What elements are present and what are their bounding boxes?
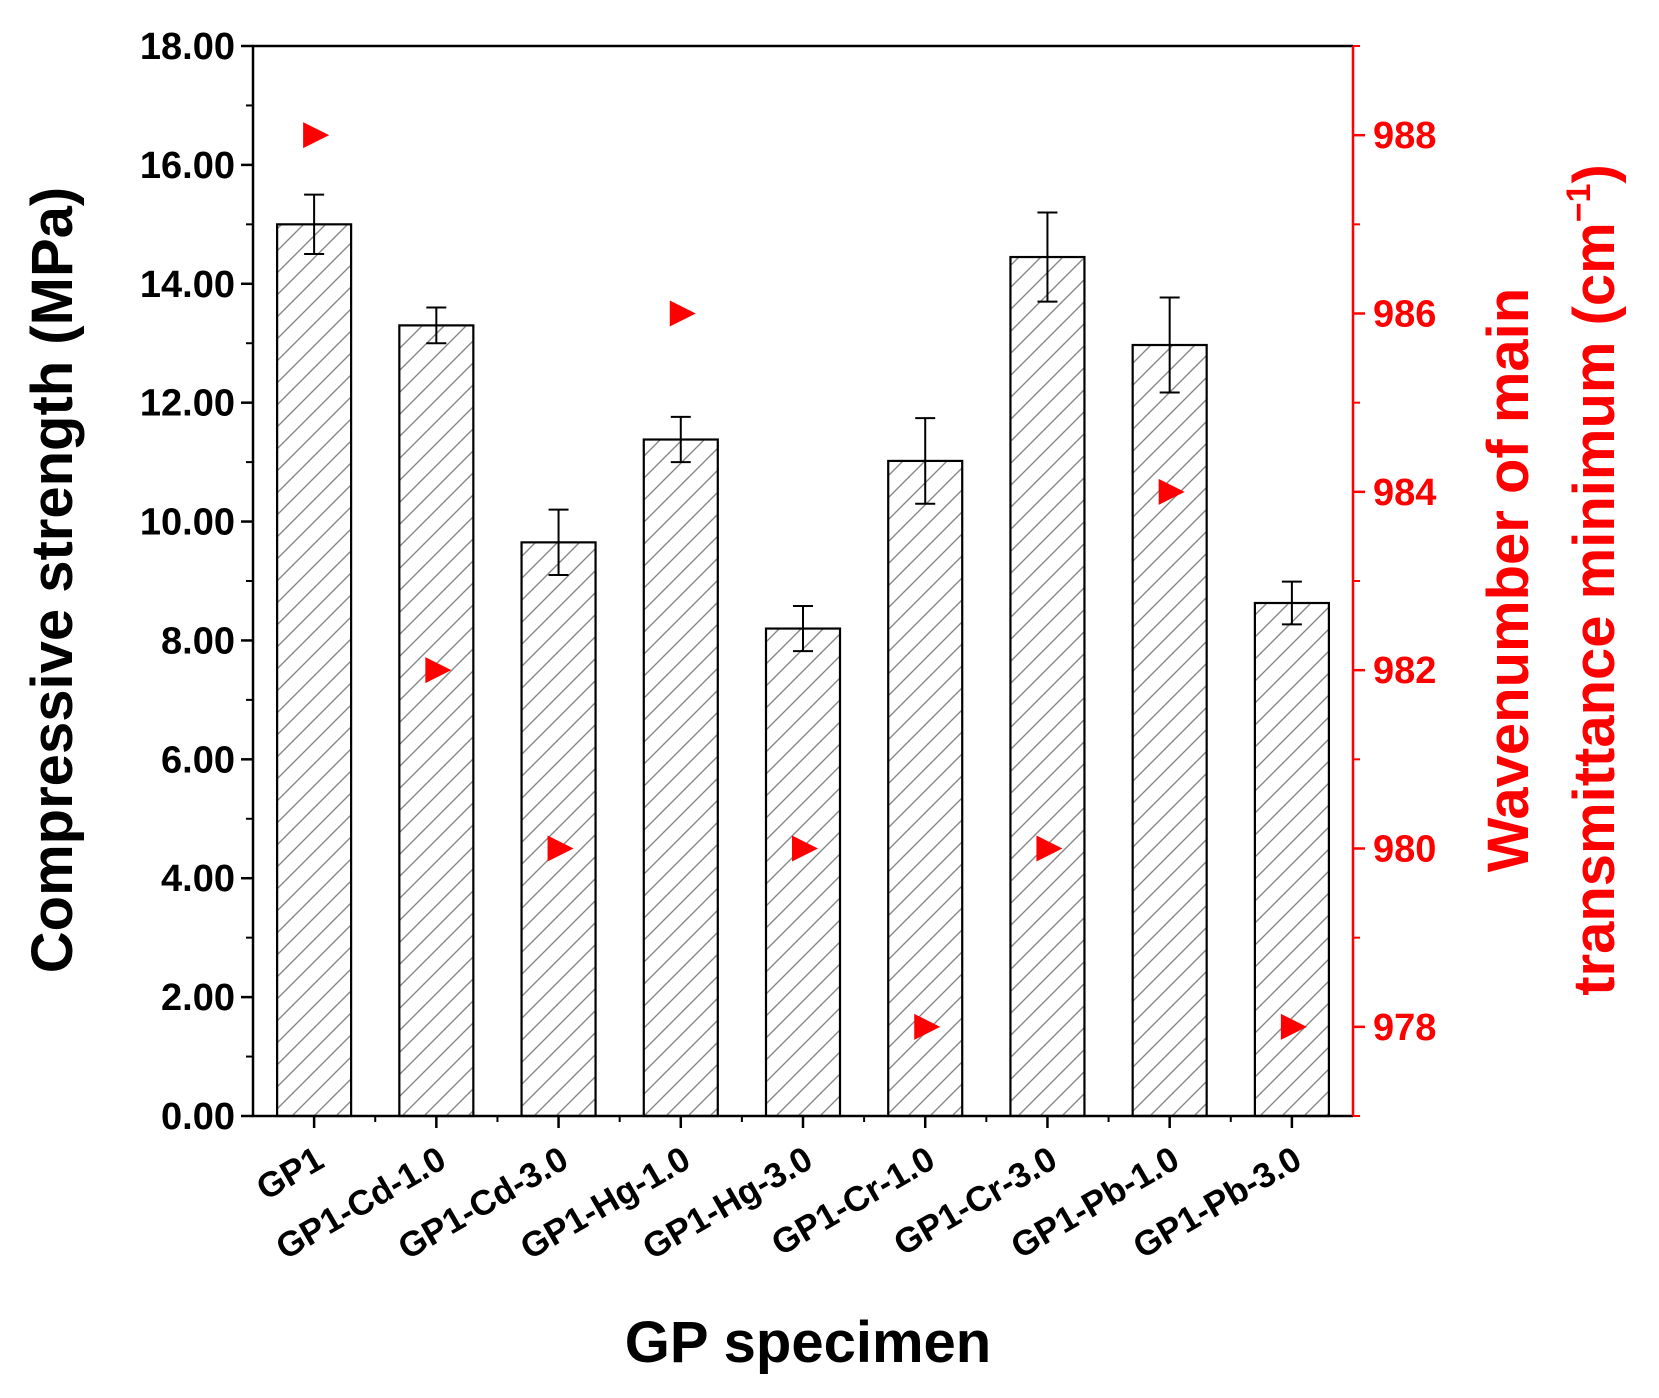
y-tick-label: 16.00 xyxy=(140,145,235,187)
bar-GP1-Hg-1.0 xyxy=(642,438,719,1118)
y2-tick-label: 982 xyxy=(1373,650,1436,692)
x-axis-title: GP specimen xyxy=(625,1310,991,1375)
y-tick-label: 14.00 xyxy=(140,264,235,306)
x-tick-label: GP1 xyxy=(250,1139,330,1208)
y2-axis-title-line2: transmittance minimum (cm−1) xyxy=(1560,164,1627,996)
wavenumber-point-GP1-Cd-3.0 xyxy=(547,835,574,862)
y2-tick-label: 980 xyxy=(1373,829,1436,871)
bar-GP1-Pb-3.0 xyxy=(1253,601,1330,1118)
y-tick-label: 4.00 xyxy=(161,858,235,900)
y-tick-label: 12.00 xyxy=(140,383,235,425)
wavenumber-point-GP1-Hg-3.0 xyxy=(792,835,818,862)
bar-GP1-Cr-3.0 xyxy=(1009,255,1086,1118)
bar-GP1-Cd-3.0 xyxy=(520,541,597,1118)
wavenumber-point-GP1-Cr-1.0 xyxy=(914,1013,941,1040)
y-tick-label: 0.00 xyxy=(161,1096,235,1138)
wavenumber-point-GP1 xyxy=(303,122,330,149)
bar-GP1 xyxy=(276,223,353,1118)
error-bars-layer xyxy=(304,193,1302,653)
wavenumber-point-GP1-Hg-1.0 xyxy=(669,300,696,327)
y-tick-label: 8.00 xyxy=(161,620,235,662)
y2-tick-label: 988 xyxy=(1373,115,1436,157)
bars-layer xyxy=(276,223,1330,1118)
y2-axis-title-superscript: −1 xyxy=(1560,184,1598,223)
y2-axis-title-main: transmittance minimum (cm xyxy=(1562,222,1627,996)
y2-tick-label: 986 xyxy=(1373,294,1436,336)
wavenumber-point-GP1-Cr-3.0 xyxy=(1036,835,1063,862)
y-axis-title: Compressive strength (MPa) xyxy=(20,187,85,973)
y-tick-label: 6.00 xyxy=(161,739,235,781)
y2-tick-label: 978 xyxy=(1373,1007,1436,1049)
wavenumber-point-GP1-Cd-1.0 xyxy=(425,657,452,684)
bar-GP1-Hg-3.0 xyxy=(764,627,842,1118)
bar-GP1-Pb-1.0 xyxy=(1131,343,1208,1118)
bar-GP1-Cd-1.0 xyxy=(398,324,475,1118)
wavenumber-point-GP1-Pb-1.0 xyxy=(1158,478,1185,505)
bar-GP1-Cr-1.0 xyxy=(887,459,964,1118)
y-tick-label: 18.00 xyxy=(140,26,235,68)
markers-layer xyxy=(303,122,1307,1040)
y2-axis-title-line1: Wavenumber of main xyxy=(1476,288,1541,872)
y2-tick-label: 984 xyxy=(1373,472,1436,514)
y2-axis-title-close: ) xyxy=(1562,164,1627,183)
wavenumber-point-GP1-Pb-3.0 xyxy=(1280,1013,1307,1040)
y-tick-label: 2.00 xyxy=(161,977,235,1019)
y-tick-label: 10.00 xyxy=(140,502,235,544)
